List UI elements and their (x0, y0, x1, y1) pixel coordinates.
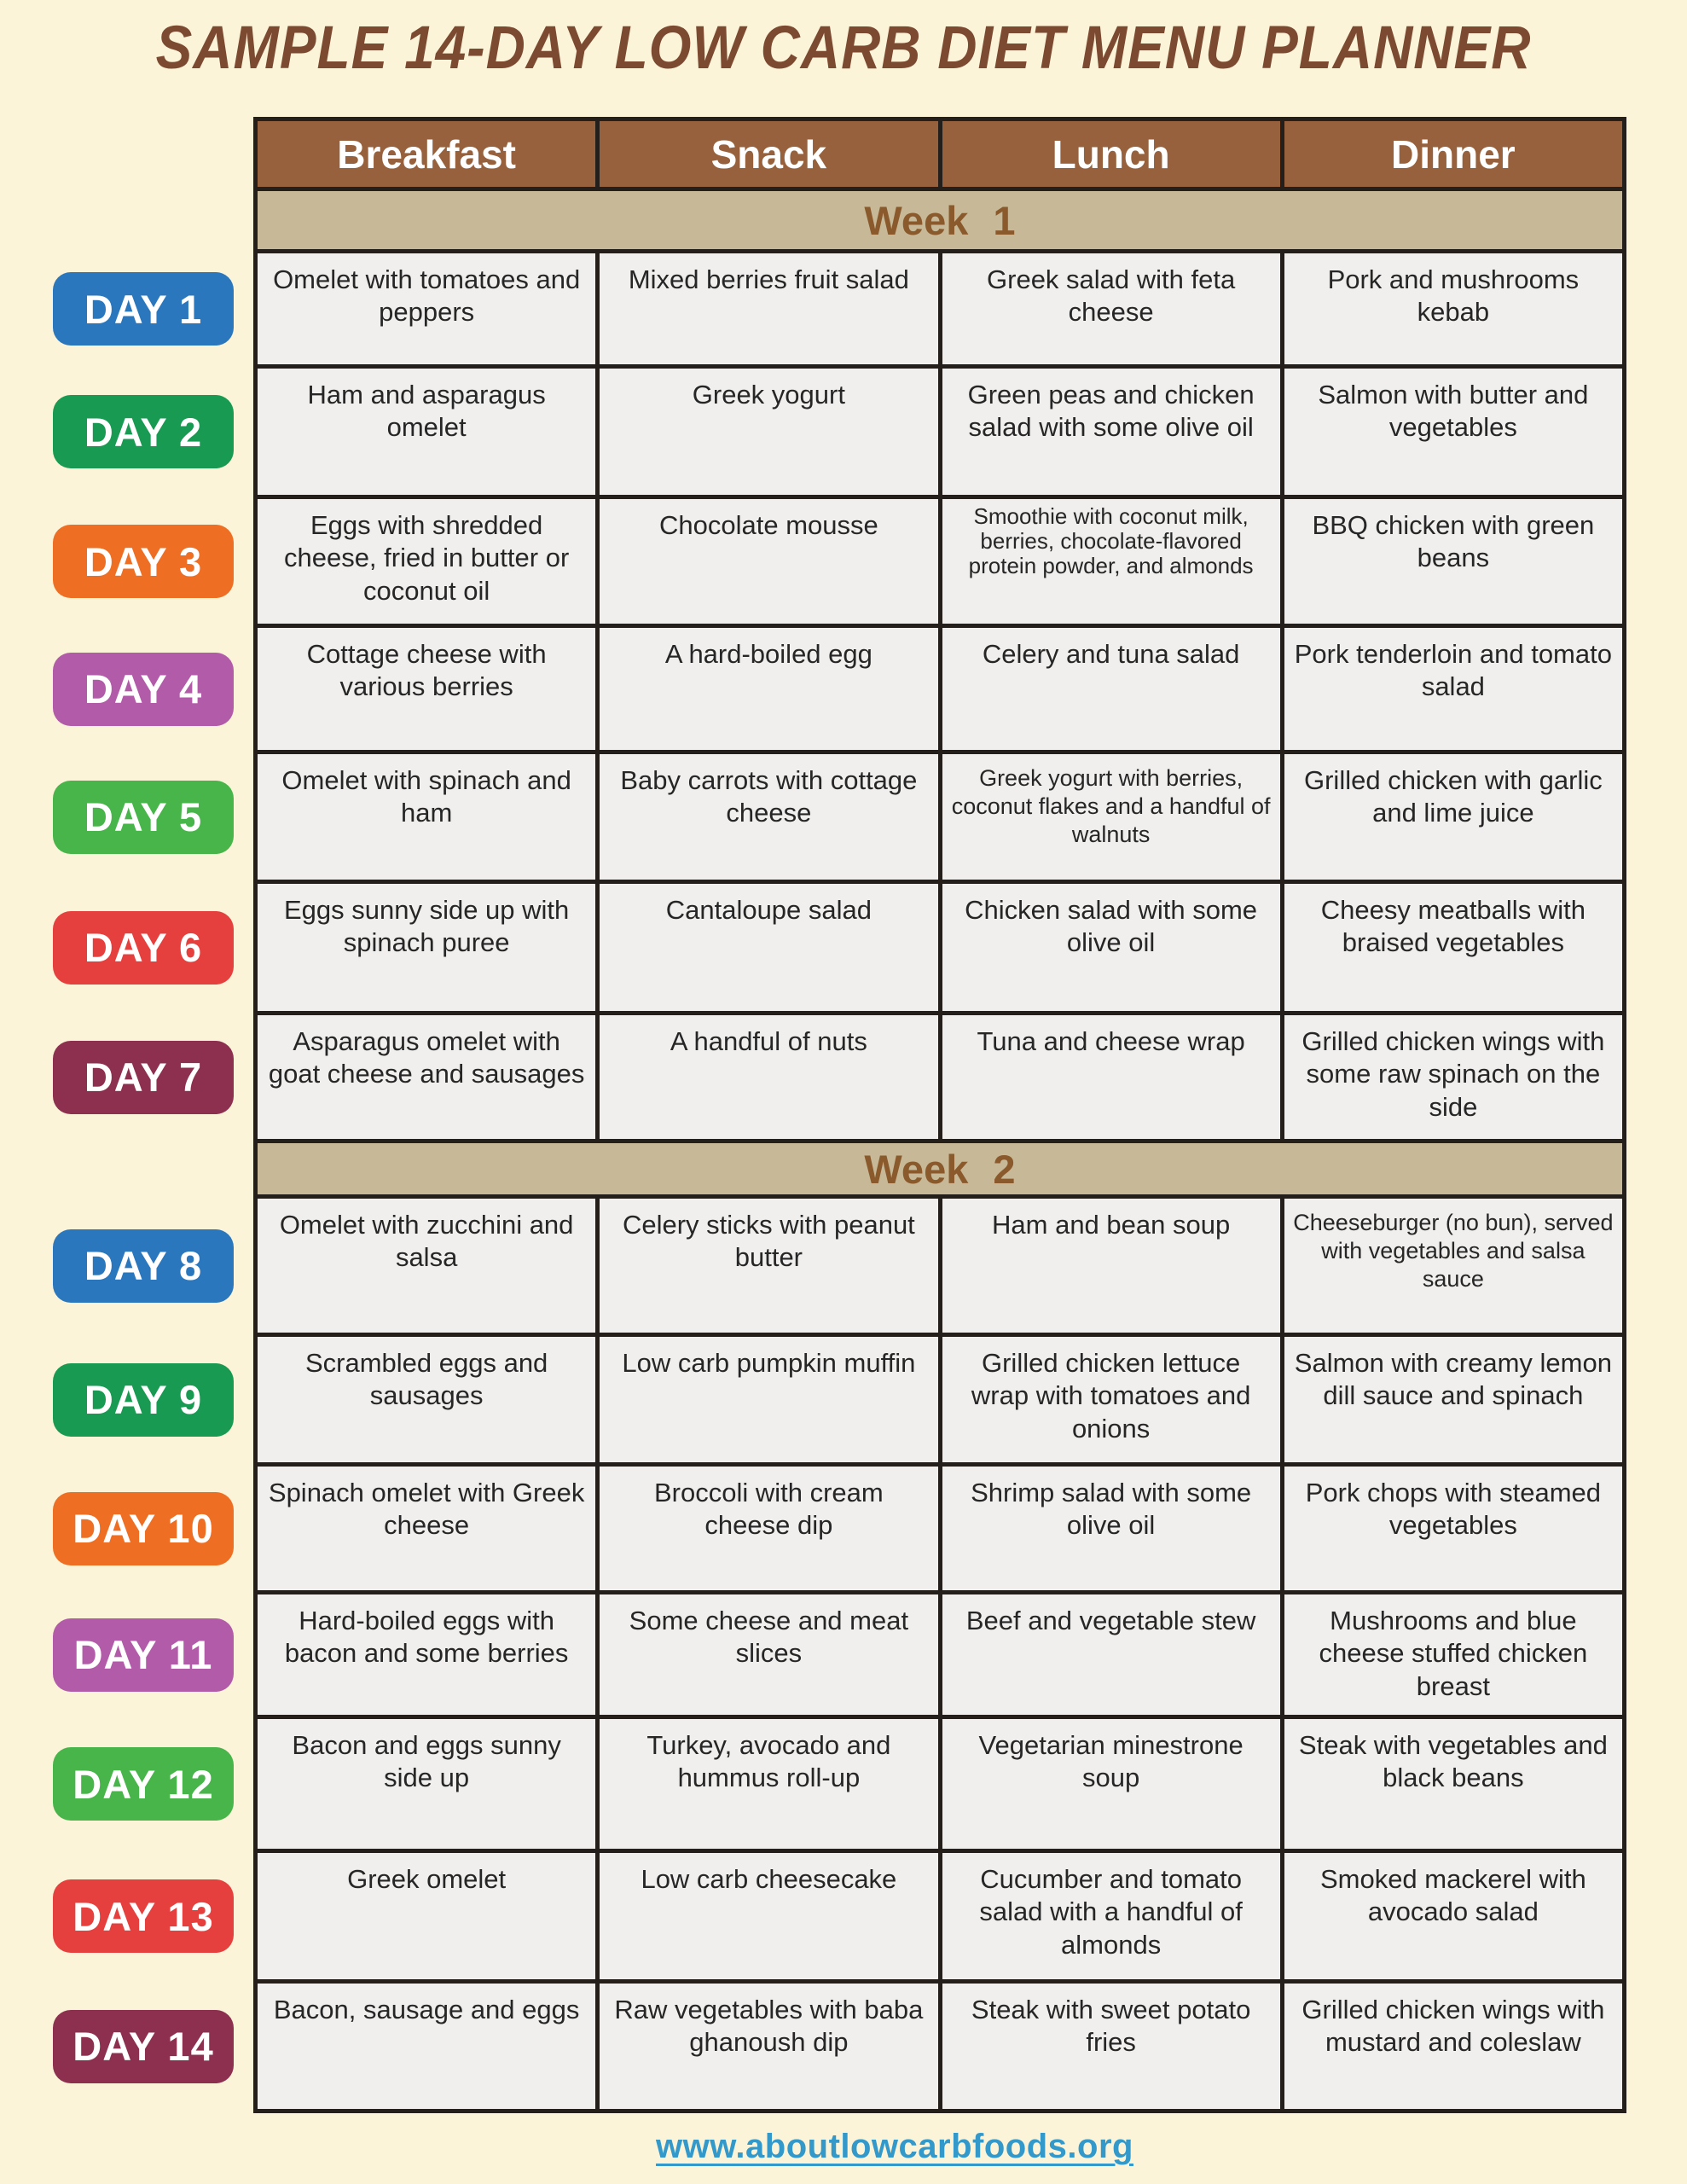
day-badge-day8: DAY 8 (53, 1228, 234, 1303)
cell-day5-dinner: Grilled chicken with garlic and lime jui… (1284, 754, 1622, 880)
cell-day14-lunch: Steak with sweet potato fries (942, 1984, 1280, 2109)
day-badge-day11: DAY 11 (53, 1618, 234, 1692)
cell-day10-snack: Broccoli with cream cheese dip (600, 1467, 938, 1590)
menu-table: Breakfast Snack Lunch Dinner Week 1 Omelet wi… (253, 117, 1626, 2113)
cell-day1-dinner: Pork and mushrooms kebab (1284, 253, 1622, 364)
cell-day1-lunch: Greek salad with feta cheese (942, 253, 1280, 364)
column-header-lunch: Lunch (942, 121, 1280, 187)
cell-day10-breakfast: Spinach omelet with Greek cheese (258, 1467, 596, 1590)
cell-day7-lunch: Tuna and cheese wrap (942, 1015, 1280, 1139)
page-title: SAMPLE 14-DAY LOW CARB DIET MENU PLANNER (155, 13, 1532, 82)
week-band-2: Week 2 (258, 1143, 1622, 1194)
cell-day2-dinner: Salmon with butter and vegetables (1284, 369, 1622, 495)
day-badge-day7: DAY 7 (53, 1040, 234, 1114)
day-badge-day13: DAY 13 (53, 1879, 234, 1953)
cell-day13-lunch: Cucumber and tomato salad with a handful… (942, 1853, 1280, 1979)
cell-day2-snack: Greek yogurt (600, 369, 938, 495)
day-badge-day9: DAY 9 (53, 1362, 234, 1437)
day-badge-day6: DAY 6 (53, 910, 234, 985)
day-badge-day4: DAY 4 (53, 652, 234, 726)
cell-day12-breakfast: Bacon and eggs sunny side up (258, 1719, 596, 1849)
cell-day7-snack: A handful of nuts (600, 1015, 938, 1139)
cell-day11-dinner: Mushrooms and blue cheese stuffed chicke… (1284, 1594, 1622, 1715)
cell-day4-lunch: Celery and tuna salad (942, 628, 1280, 750)
cell-day3-breakfast: Eggs with shredded cheese, fried in butt… (258, 499, 596, 624)
cell-day8-dinner: Cheeseburger (no bun), served with veget… (1284, 1199, 1622, 1333)
cell-day13-dinner: Smoked mackerel with avocado salad (1284, 1853, 1622, 1979)
cell-day14-snack: Raw vegetables with baba ghanoush dip (600, 1984, 938, 2109)
cell-day11-snack: Some cheese and meat slices (600, 1594, 938, 1715)
column-header-breakfast: Breakfast (258, 121, 596, 187)
day-badge-day12: DAY 12 (53, 1747, 234, 1821)
cell-day8-snack: Celery sticks with peanut butter (600, 1199, 938, 1333)
cell-day9-dinner: Salmon with creamy lemon dill sauce and … (1284, 1337, 1622, 1462)
cell-day11-breakfast: Hard-boiled eggs with bacon and some ber… (258, 1594, 596, 1715)
cell-day4-snack: A hard-boiled egg (600, 628, 938, 750)
column-header-dinner: Dinner (1284, 121, 1622, 187)
cell-day7-breakfast: Asparagus omelet with goat cheese and sa… (258, 1015, 596, 1139)
day-badge-day10: DAY 10 (53, 1491, 234, 1565)
cell-day9-breakfast: Scrambled eggs and sausages (258, 1337, 596, 1462)
cell-day14-breakfast: Bacon, sausage and eggs (258, 1984, 596, 2109)
cell-day5-lunch: Greek yogurt with berries, coconut flake… (942, 754, 1280, 880)
cell-day6-snack: Cantaloupe salad (600, 884, 938, 1011)
cell-day14-dinner: Grilled chicken wings with mustard and c… (1284, 1984, 1622, 2109)
cell-day1-breakfast: Omelet with tomatoes and peppers (258, 253, 596, 364)
cell-day4-dinner: Pork tenderloin and tomato salad (1284, 628, 1622, 750)
cell-day5-breakfast: Omelet with spinach and ham (258, 754, 596, 880)
cell-day7-dinner: Grilled chicken wings with some raw spin… (1284, 1015, 1622, 1139)
cell-day13-breakfast: Greek omelet (258, 1853, 596, 1979)
week-band-1: Week 1 (258, 191, 1622, 249)
cell-day5-snack: Baby carrots with cottage cheese (600, 754, 938, 880)
cell-day3-dinner: BBQ chicken with green beans (1284, 499, 1622, 624)
footer: www.aboutlowcarbfoods.org (0, 2128, 1687, 2166)
cell-day12-dinner: Steak with vegetables and black beans (1284, 1719, 1622, 1849)
cell-day6-breakfast: Eggs sunny side up with spinach puree (258, 884, 596, 1011)
day-badge-day1: DAY 1 (53, 272, 234, 346)
footer-link[interactable]: www.aboutlowcarbfoods.org (656, 2128, 1133, 2165)
cell-day1-snack: Mixed berries fruit salad (600, 253, 938, 364)
column-header-snack: Snack (600, 121, 938, 187)
cell-day12-snack: Turkey, avocado and hummus roll-up (600, 1719, 938, 1849)
cell-day12-lunch: Vegetarian minestrone soup (942, 1719, 1280, 1849)
cell-day2-breakfast: Ham and asparagus omelet (258, 369, 596, 495)
cell-day11-lunch: Beef and vegetable stew (942, 1594, 1280, 1715)
cell-day10-lunch: Shrimp salad with some olive oil (942, 1467, 1280, 1590)
cell-day6-dinner: Cheesy meatballs with braised vegetables (1284, 884, 1622, 1011)
day-badge-day5: DAY 5 (53, 780, 234, 854)
cell-day2-lunch: Green peas and chicken salad with some o… (942, 369, 1280, 495)
day-badge-day14: DAY 14 (53, 2009, 234, 2083)
cell-day13-snack: Low carb cheesecake (600, 1853, 938, 1979)
cell-day9-snack: Low carb pumpkin muffin (600, 1337, 938, 1462)
cell-day6-lunch: Chicken salad with some olive oil (942, 884, 1280, 1011)
cell-day4-breakfast: Cottage cheese with various berries (258, 628, 596, 750)
cell-day10-dinner: Pork chops with steamed vegetables (1284, 1467, 1622, 1590)
cell-day3-lunch: Smoothie with coconut milk, berries, cho… (942, 499, 1280, 624)
cell-day3-snack: Chocolate mousse (600, 499, 938, 624)
cell-day8-lunch: Ham and bean soup (942, 1199, 1280, 1333)
cell-day8-breakfast: Omelet with zucchini and salsa (258, 1199, 596, 1333)
cell-day9-lunch: Grilled chicken lettuce wrap with tomato… (942, 1337, 1280, 1462)
day-badge-day2: DAY 2 (53, 395, 234, 468)
day-badge-day3: DAY 3 (53, 525, 234, 598)
